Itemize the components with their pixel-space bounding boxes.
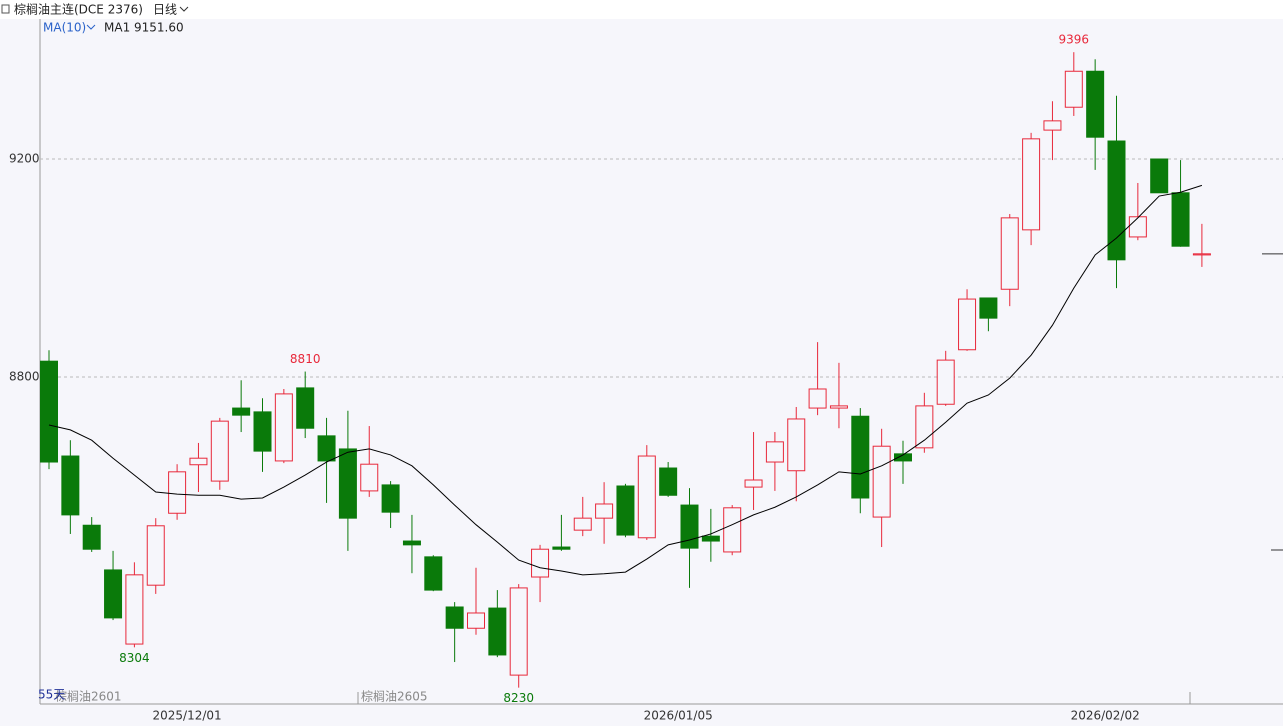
high-label: 8810 (290, 352, 321, 366)
candle-body (531, 548, 550, 578)
candle-body (509, 587, 528, 676)
period-chevron[interactable] (179, 6, 189, 12)
candle-body (317, 435, 336, 462)
candle-body (1150, 158, 1169, 194)
ma-line (48, 184, 1203, 576)
contract-label: 棕榈油2601 (55, 689, 122, 704)
candle-body (1192, 253, 1211, 256)
candle-body (851, 415, 870, 499)
candle-body (1171, 192, 1190, 247)
candle-body (104, 569, 123, 619)
candle-body (872, 445, 891, 518)
candle-body (338, 448, 357, 519)
candle-body (424, 556, 443, 591)
y-tick-label: 9200 (9, 152, 40, 166)
candle-body (146, 525, 165, 586)
candle-body (488, 607, 507, 656)
x-tick-label: 2026/01/05 (644, 709, 713, 723)
x-tick-label: 2025/12/01 (153, 709, 222, 723)
candle-body (616, 485, 635, 536)
candle-body (467, 612, 485, 629)
indicator[interactable]: MA(10) (43, 21, 86, 35)
candle-body (894, 453, 912, 462)
ma-label: MA1 9151.60 (104, 21, 184, 35)
candle-body (381, 484, 400, 513)
candle-body (82, 524, 101, 550)
period[interactable]: 日线 (153, 3, 177, 17)
candle-body (125, 574, 144, 645)
candle-body (787, 418, 806, 472)
candle-body (1064, 70, 1083, 108)
candle-body (808, 388, 827, 409)
candle-body (402, 540, 421, 546)
candle-body (1043, 120, 1062, 131)
indicator-chevron[interactable] (86, 24, 96, 30)
candle-body (595, 503, 614, 519)
candle-body (701, 535, 720, 542)
contract-label: 棕榈油2605 (361, 689, 428, 704)
candle-body (915, 405, 934, 449)
candle-body (573, 517, 592, 531)
candle-body (210, 420, 229, 482)
header-bar (0, 0, 1283, 19)
candle-body (274, 393, 293, 462)
candle-body (40, 360, 58, 463)
candle-body (958, 298, 977, 351)
chart-title: 棕榈油主连(DCE 2376) (14, 2, 143, 17)
candle-body (552, 546, 571, 550)
candle-body (445, 606, 464, 629)
candle-body (936, 359, 955, 405)
low-label: 8230 (503, 691, 534, 705)
candle-body (189, 457, 208, 466)
candle-body (723, 507, 742, 553)
candle-body (232, 407, 251, 416)
candle-body (296, 387, 315, 429)
candle-body (1000, 217, 1019, 290)
candle-body (1086, 70, 1105, 138)
y-tick-label: 8800 (9, 370, 40, 384)
high-label: 9396 (1059, 33, 1090, 47)
candle-body (1107, 140, 1126, 261)
candle-body (61, 455, 80, 516)
candle-body (829, 405, 848, 409)
candle-body (360, 463, 379, 492)
x-tick-label: 2026/02/02 (1071, 709, 1140, 723)
candle-body (168, 471, 187, 514)
day-count: 55天 (38, 688, 65, 702)
candle-body (744, 479, 763, 488)
candle-body (1128, 216, 1147, 238)
candle-body (1022, 138, 1041, 231)
candle-body (253, 411, 272, 452)
candle-body (765, 441, 784, 463)
candle-body (659, 467, 678, 496)
menu-icon[interactable] (1, 4, 10, 14)
candle-body (979, 297, 998, 319)
low-label: 8304 (119, 651, 150, 665)
candle-body (680, 504, 699, 549)
candle-body (637, 455, 656, 539)
